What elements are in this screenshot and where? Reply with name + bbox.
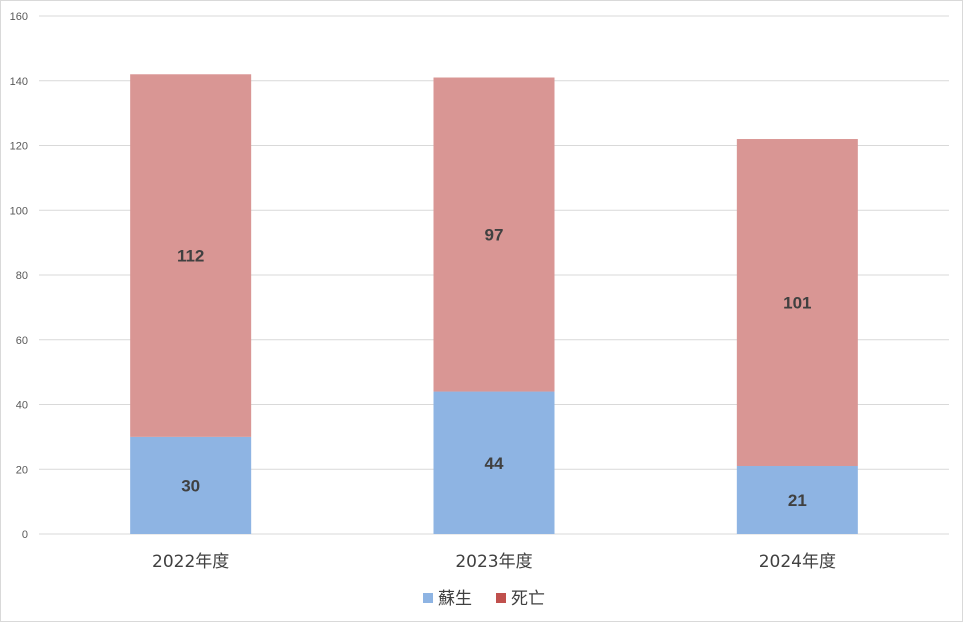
- data-label: 97: [485, 226, 504, 245]
- legend-item[interactable]: 死亡: [496, 589, 545, 609]
- legend-label: 蘇生: [438, 589, 472, 609]
- bar-segment: [736, 466, 858, 534]
- bar-segment: [130, 74, 252, 437]
- y-tick-label: 60: [16, 335, 28, 347]
- y-axis-tick-labels: 0 20 40 60 80 100 120 140 160: [10, 11, 28, 541]
- legend-marker: [423, 593, 433, 603]
- data-labels: 30 112 44 97 21 101: [177, 226, 812, 510]
- legend-marker: [496, 593, 506, 603]
- x-category-label: 2024年度: [759, 552, 836, 572]
- x-category-label: 2022年度: [152, 552, 229, 572]
- legend-item[interactable]: 蘇生: [423, 589, 472, 609]
- legend[interactable]: 蘇生 死亡: [423, 589, 545, 609]
- y-tick-label: 140: [10, 76, 28, 88]
- x-axis-category-labels: 2022年度 2023年度 2024年度: [152, 552, 836, 572]
- y-tick-label: 120: [10, 141, 28, 153]
- bar-segment: [736, 139, 858, 467]
- data-label: 30: [181, 476, 200, 495]
- data-label: 44: [485, 454, 504, 473]
- y-tick-label: 0: [22, 529, 28, 541]
- x-category-label: 2023年度: [455, 552, 532, 572]
- legend-label: 死亡: [511, 589, 545, 609]
- data-label: 21: [788, 491, 807, 510]
- data-label: 101: [783, 294, 811, 313]
- bar-segment: [130, 436, 252, 534]
- y-tick-label: 40: [16, 400, 28, 412]
- y-tick-label: 20: [16, 464, 28, 476]
- y-tick-label: 80: [16, 270, 28, 282]
- bars: [130, 74, 858, 534]
- bar-segment: [433, 77, 555, 392]
- bar-segment: [433, 391, 555, 534]
- y-tick-label: 160: [10, 11, 28, 23]
- data-label: 112: [177, 247, 204, 266]
- y-tick-label: 100: [10, 205, 28, 217]
